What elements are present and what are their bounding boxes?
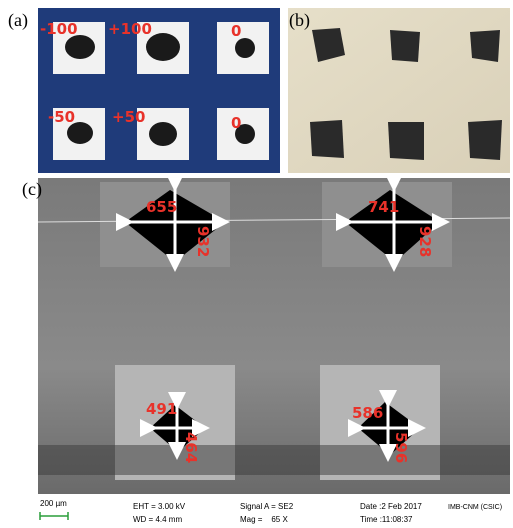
measurement: 491 — [146, 400, 177, 418]
annotation: 0 — [231, 22, 241, 40]
annotation: +50 — [112, 108, 145, 126]
annotation: -100 — [40, 20, 78, 38]
scale-bar-label: 200 µm — [40, 499, 67, 508]
figure: (a) -100 +100 0 -50 +50 0 (b) — [0, 0, 513, 528]
measurement: 928 — [416, 226, 434, 257]
sem-footer: 200 µm EHT = 3.00 kV WD = 4.4 mm Signal … — [40, 499, 502, 524]
mag: Mag = 65 X — [240, 515, 288, 524]
measurement: 655 — [146, 198, 177, 216]
panel-label: (c) — [22, 179, 42, 200]
measurement: 932 — [194, 226, 212, 257]
damage — [38, 445, 510, 475]
eht: EHT = 3.00 kV — [133, 502, 186, 511]
time: Time :11:08:37 — [360, 515, 413, 524]
panel-label: (a) — [8, 10, 28, 31]
panel-b: (b) — [288, 8, 510, 173]
annotation: 0 — [231, 114, 241, 132]
date: Date :2 Feb 2017 — [360, 502, 422, 511]
measurement: 596 — [392, 432, 410, 463]
measurement: 741 — [368, 198, 399, 216]
institution: IMB-CNM (CSIC) — [448, 504, 502, 511]
measurement: 586 — [352, 404, 383, 422]
panel-a: (a) -100 +100 0 -50 +50 0 — [8, 8, 280, 173]
panel-label: (b) — [289, 10, 310, 31]
scale-bar — [40, 512, 68, 520]
panel-c: (c) 655 932 741 928 491 464 586 596 — [22, 178, 510, 494]
wd: WD = 4.4 mm — [133, 515, 182, 524]
annotation: -50 — [48, 108, 75, 126]
annotation: +100 — [108, 20, 152, 38]
measurement: 464 — [182, 432, 200, 463]
signal: Signal A = SE2 — [240, 502, 294, 511]
